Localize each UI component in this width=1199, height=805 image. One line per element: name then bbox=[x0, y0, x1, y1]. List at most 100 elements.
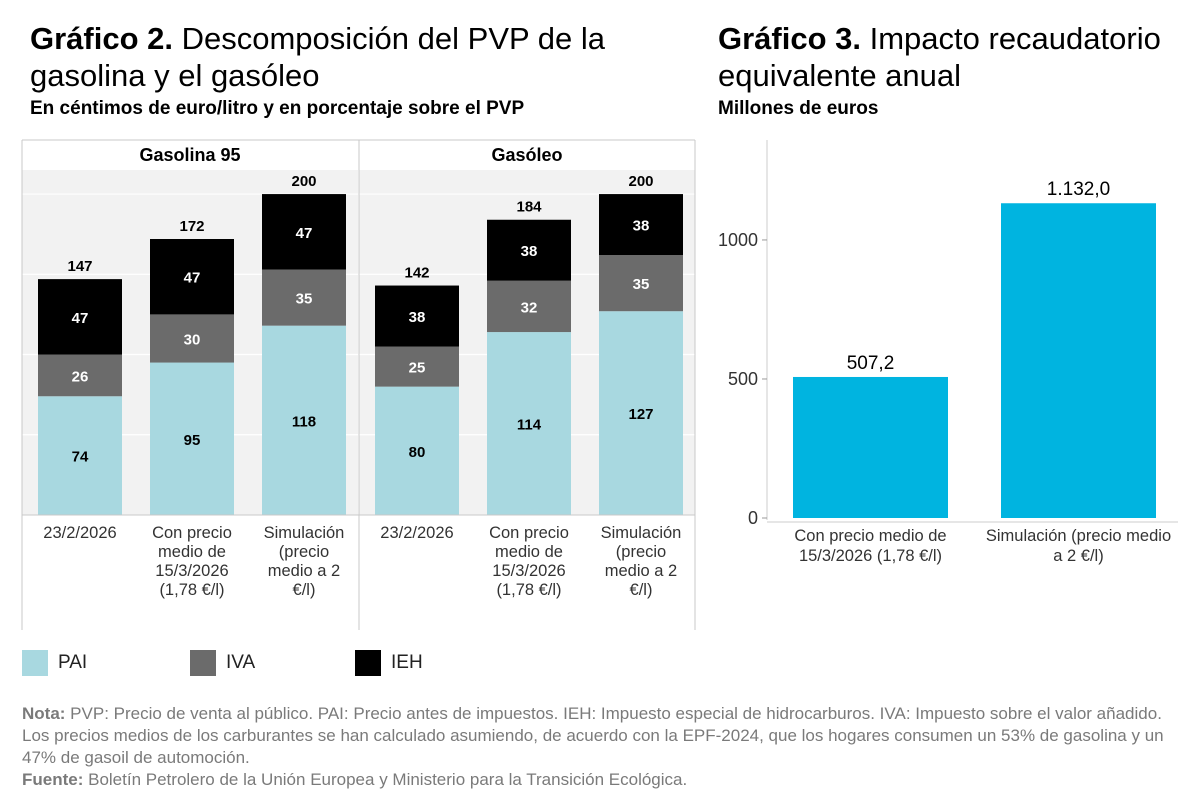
bar-total-label: 142 bbox=[404, 265, 429, 282]
chart3-title: Gráfico 3. Impacto recaudatorio equivale… bbox=[718, 20, 1188, 94]
category-label: Simulación bbox=[264, 524, 345, 542]
segment-label-iva: 26 bbox=[72, 368, 89, 385]
legend-label-pai: PAI bbox=[58, 652, 88, 673]
chart3-plot: 0 500 1000 507,2 Con precio medio de 15/3/202… bbox=[718, 140, 1178, 565]
category-label: €/l) bbox=[293, 581, 316, 599]
segment-label-ieh: 38 bbox=[633, 218, 650, 235]
bar-total-label: 200 bbox=[291, 173, 316, 190]
bar-segment-iva bbox=[150, 314, 234, 363]
bar-total-label: 184 bbox=[516, 199, 542, 216]
bar-segment-ieh bbox=[38, 279, 122, 355]
segment-label-iva: 30 bbox=[184, 331, 201, 348]
bar-total-label: 200 bbox=[628, 173, 653, 190]
segment-label-ieh: 38 bbox=[521, 243, 538, 260]
chart3-title-number: Gráfico 3. bbox=[718, 21, 861, 56]
bar-segment-pai bbox=[150, 362, 234, 515]
segment-label-pai: 114 bbox=[517, 417, 542, 434]
category-label: medio de bbox=[158, 543, 226, 561]
segment-label-pai: 127 bbox=[628, 406, 653, 423]
legend-item-pai: PAI bbox=[22, 650, 87, 676]
note-label: Nota: bbox=[22, 704, 66, 723]
category-label: Simulación (precio medio bbox=[986, 527, 1171, 545]
chart2-subtitle: En céntimos de euro/litro y en porcentaj… bbox=[30, 98, 525, 119]
y-tick-label: 500 bbox=[728, 369, 758, 389]
category-label: 15/3/2026 bbox=[492, 562, 565, 580]
source-text: Boletín Petrolero de la Unión Europea y … bbox=[83, 770, 688, 789]
segment-label-ieh: 38 bbox=[409, 309, 426, 326]
segment-label-pai: 118 bbox=[292, 413, 316, 430]
panel-title-gasolina: Gasolina 95 bbox=[139, 145, 240, 165]
chart2-title-number: Gráfico 2. bbox=[30, 21, 173, 56]
category-label: 15/3/2026 bbox=[155, 562, 228, 580]
bar bbox=[1001, 203, 1156, 518]
legend-label-iva: IVA bbox=[226, 652, 256, 673]
segment-label-iva: 25 bbox=[409, 360, 426, 377]
category-label: €/l) bbox=[630, 581, 653, 599]
chart2-title-text: Descomposición del PVP de la gasolina y … bbox=[30, 21, 605, 93]
chart3-title-text: Impacto recaudatorio equivalente anual bbox=[718, 21, 1161, 93]
bar-segment-ieh bbox=[599, 194, 683, 256]
bar-segment-pai bbox=[599, 311, 683, 515]
bar bbox=[793, 376, 948, 518]
segment-label-ieh: 47 bbox=[72, 310, 89, 327]
bar-segment-ieh bbox=[262, 194, 346, 270]
bar-value-label: 1.132,0 bbox=[1047, 179, 1110, 200]
y-tick-label: 1000 bbox=[718, 230, 758, 250]
legend-label-ieh: IEH bbox=[391, 652, 423, 673]
panel-header-gasoleo bbox=[359, 140, 695, 170]
category-label: (1,78 €/l) bbox=[496, 581, 561, 599]
legend-swatch-pai bbox=[22, 650, 48, 676]
category-label: (precio bbox=[279, 543, 329, 561]
source-paragraph: Fuente: Boletín Petrolero de la Unión Eu… bbox=[22, 769, 1182, 791]
legend-item-iva: IVA bbox=[190, 650, 255, 676]
bar-segment-iva bbox=[487, 280, 571, 333]
panel-title-gasoleo: Gasóleo bbox=[491, 145, 562, 165]
bar-segment-iva bbox=[38, 354, 122, 397]
bar-segment-pai bbox=[38, 396, 122, 515]
chart2-plot: Gasolina 95 74 26 47 147 23/2/2026 95 30 47 172 Co… bbox=[21, 139, 696, 630]
legend-item-ieh: IEH bbox=[355, 650, 423, 676]
bar-segment-pai bbox=[487, 332, 571, 515]
legend-swatch-iva bbox=[190, 650, 216, 676]
category-label: a 2 €/l) bbox=[1053, 547, 1103, 565]
category-label: Simulación bbox=[601, 524, 682, 542]
bar-segment-ieh bbox=[487, 219, 571, 281]
bar-total-label: 172 bbox=[179, 218, 204, 235]
bar-segment-iva bbox=[375, 346, 459, 387]
bar-segment-pai bbox=[375, 386, 459, 515]
segment-label-ieh: 47 bbox=[184, 270, 201, 287]
y-tick-label: 0 bbox=[748, 508, 758, 528]
category-label: 23/2/2026 bbox=[43, 524, 116, 542]
bar-segment-pai bbox=[262, 325, 346, 515]
panel-header-gasolina bbox=[22, 140, 358, 170]
bar-segment-iva bbox=[599, 255, 683, 312]
category-label: (1,78 €/l) bbox=[159, 581, 224, 599]
category-label: Con precio medio de bbox=[794, 527, 946, 545]
category-label: medio a 2 bbox=[605, 562, 677, 580]
category-label: 15/3/2026 (1,78 €/l) bbox=[799, 547, 942, 565]
category-label: Con precio bbox=[152, 524, 232, 542]
chart3-subtitle: Millones de euros bbox=[718, 98, 879, 119]
segment-label-iva: 32 bbox=[521, 299, 538, 316]
segment-label-ieh: 47 bbox=[296, 225, 313, 242]
note-text: PVP: Precio de venta al público. PAI: Pr… bbox=[22, 704, 1164, 767]
source-label: Fuente: bbox=[22, 770, 84, 789]
bar-segment-iva bbox=[262, 269, 346, 326]
segment-label-pai: 74 bbox=[72, 449, 89, 466]
bar-segment-ieh bbox=[375, 285, 459, 347]
category-label: 23/2/2026 bbox=[380, 524, 453, 542]
chart2-title: Gráfico 2. Descomposición del PVP de la … bbox=[30, 20, 690, 94]
segment-label-iva: 35 bbox=[296, 291, 313, 308]
legend-swatch-ieh bbox=[355, 650, 381, 676]
category-label: medio a 2 bbox=[268, 562, 340, 580]
bar-total-label: 147 bbox=[67, 258, 92, 275]
segment-label-iva: 35 bbox=[633, 276, 650, 293]
segment-label-pai: 95 bbox=[184, 432, 201, 449]
category-label: (precio bbox=[616, 543, 666, 561]
bar-value-label: 507,2 bbox=[847, 353, 895, 374]
note-paragraph: Nota: PVP: Precio de venta al público. P… bbox=[22, 703, 1182, 769]
category-label: Con precio bbox=[489, 524, 569, 542]
category-label: medio de bbox=[495, 543, 563, 561]
bar-segment-ieh bbox=[150, 239, 234, 315]
segment-label-pai: 80 bbox=[409, 444, 426, 461]
